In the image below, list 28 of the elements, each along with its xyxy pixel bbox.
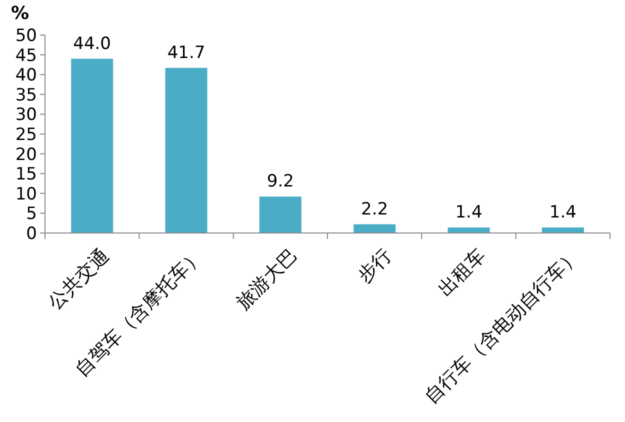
bar — [542, 227, 584, 233]
y-tick-label: 35 — [15, 85, 37, 106]
y-tick-label: 0 — [26, 224, 37, 244]
y-tick-label: 50 — [15, 26, 37, 46]
y-tick-label: 30 — [15, 105, 37, 126]
data-label: 1.4 — [549, 202, 576, 222]
data-label: 1.4 — [455, 202, 482, 222]
bar — [259, 196, 302, 233]
bar — [165, 68, 208, 233]
y-tick-label: 40 — [15, 66, 37, 86]
data-label: 44.0 — [73, 34, 112, 54]
y-axis-title: % — [10, 3, 30, 24]
bar — [354, 224, 396, 233]
data-label: 9.2 — [266, 172, 294, 192]
y-tick-label: 10 — [15, 184, 37, 204]
x-tick-label: 出租车 — [434, 244, 490, 300]
y-tick-label: 20 — [15, 144, 37, 165]
x-tick-label: 公共交通 — [44, 244, 114, 314]
bar — [71, 58, 114, 233]
data-label: 2.2 — [361, 199, 388, 220]
x-tick-label: 旅游大巴 — [232, 244, 302, 314]
data-label: 41.7 — [167, 42, 206, 63]
y-tick-label: 5 — [26, 204, 37, 224]
bar — [448, 227, 490, 233]
y-tick-label: 15 — [15, 164, 37, 185]
y-tick-label: 45 — [15, 46, 37, 66]
x-tick-label: 步行 — [353, 244, 396, 288]
y-tick-label: 25 — [15, 125, 37, 145]
